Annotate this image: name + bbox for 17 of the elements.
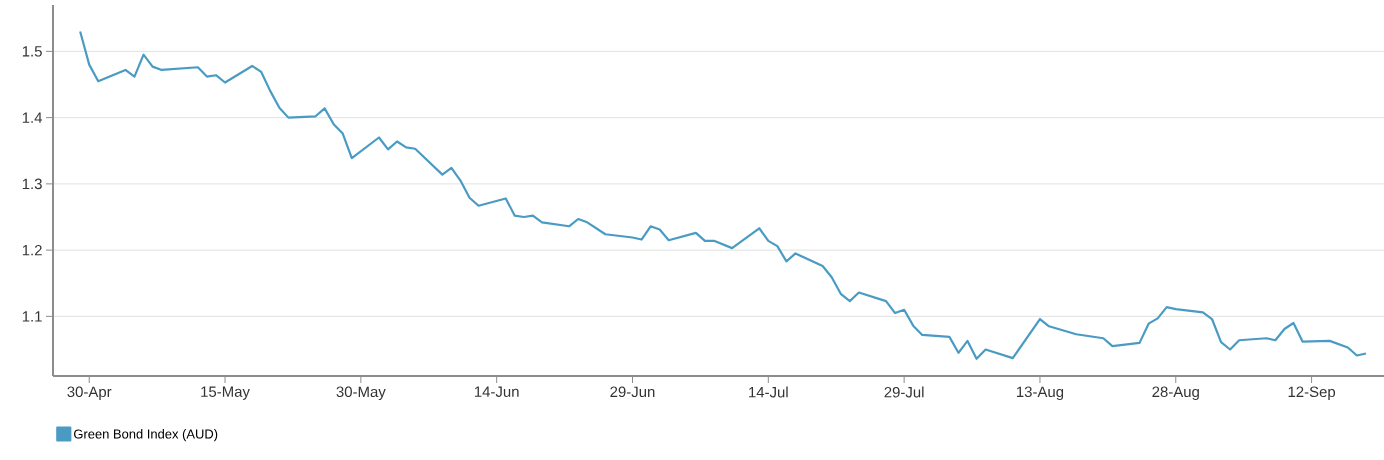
y-tick-label: 1.5: [22, 46, 42, 57]
x-tick-label: 14-Jun: [474, 386, 519, 397]
y-tick-label: 1.2: [22, 244, 42, 256]
x-tick-label: 30-Apr: [67, 386, 112, 401]
x-tick-label: 28-Aug: [1152, 386, 1199, 401]
line-series: [79, 30, 1368, 360]
x-tick-label: 15-May: [201, 386, 250, 400]
x-tick-label: 29-Jul: [884, 386, 924, 398]
x-tick-label: 12-Sep: [1288, 386, 1336, 401]
y-tick-label: 1.4: [22, 112, 43, 123]
x-tick-label: 29-Jun: [610, 386, 655, 398]
y-tick-label: 1.3: [22, 178, 42, 190]
x-tick-label: 13-Aug: [1017, 386, 1064, 401]
legend-label: Green Bond Index (AUD): [74, 429, 218, 442]
x-tick-label: 14-Jul: [749, 386, 788, 398]
y-tick-label: 1.1: [22, 311, 42, 322]
x-tick-label: 30-May: [336, 386, 386, 401]
